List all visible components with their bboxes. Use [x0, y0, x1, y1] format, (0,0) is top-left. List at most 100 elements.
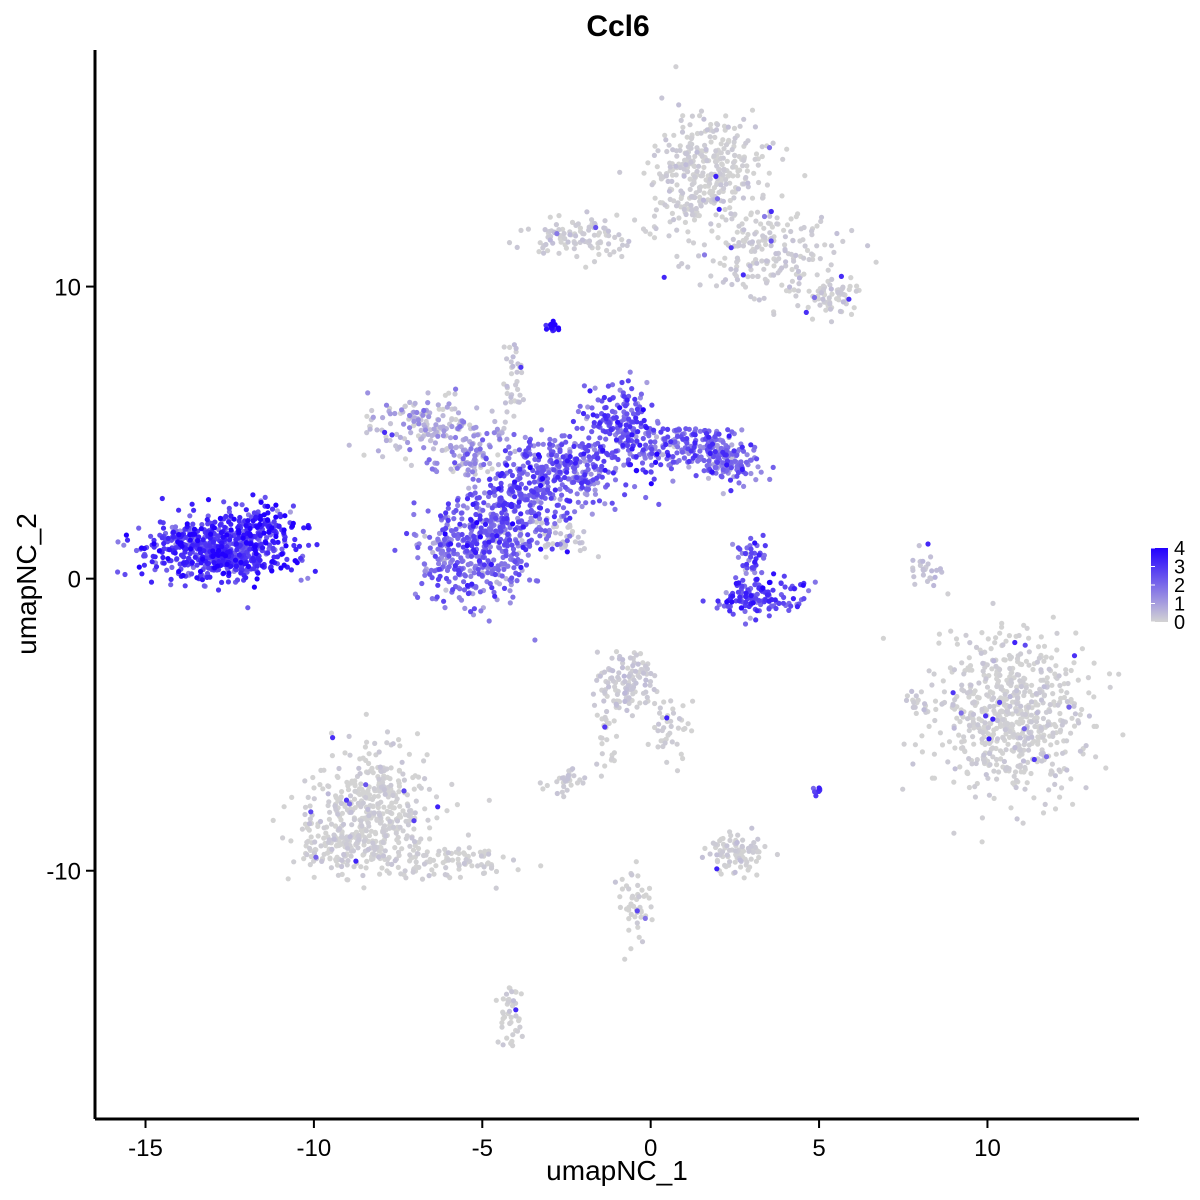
data-point	[1022, 689, 1028, 695]
data-point	[446, 401, 452, 407]
data-point	[772, 597, 778, 603]
data-point	[440, 527, 446, 533]
data-point	[579, 503, 585, 510]
data-point	[444, 808, 450, 814]
data-point	[626, 916, 632, 922]
data-point	[633, 454, 639, 460]
data-point	[462, 605, 468, 612]
data-point	[511, 565, 517, 571]
data-point	[516, 447, 523, 453]
data-point	[469, 441, 475, 447]
data-point	[327, 809, 333, 815]
data-point	[817, 256, 823, 262]
data-point	[298, 555, 304, 561]
data-point	[522, 434, 528, 440]
data-point	[673, 163, 679, 169]
data-point	[1042, 801, 1048, 808]
data-point	[911, 574, 917, 580]
data-point	[619, 434, 625, 440]
data-point	[945, 591, 951, 597]
data-point	[409, 835, 415, 841]
data-point	[472, 460, 478, 467]
data-point	[697, 428, 703, 434]
data-point	[1038, 697, 1045, 703]
data-point	[485, 532, 491, 538]
data-point	[919, 749, 926, 755]
data-point	[796, 281, 802, 287]
data-point	[492, 571, 498, 578]
data-point	[748, 470, 754, 477]
data-point	[731, 160, 737, 166]
data-point	[311, 785, 317, 791]
data-point	[449, 781, 455, 788]
data-point	[795, 288, 802, 294]
data-point	[1012, 769, 1019, 775]
data-point	[668, 718, 674, 724]
data-point	[1047, 708, 1053, 715]
data-point	[557, 496, 563, 502]
data-point	[585, 404, 591, 410]
data-point	[404, 530, 410, 537]
data-point	[673, 64, 679, 70]
data-point	[405, 439, 411, 446]
data-point	[640, 435, 646, 442]
data-point	[677, 164, 683, 171]
data-point	[555, 474, 561, 480]
data-point	[517, 532, 523, 538]
data-point	[1064, 690, 1070, 696]
data-point	[489, 532, 495, 539]
data-point	[788, 216, 794, 222]
data-point	[443, 575, 450, 582]
data-point	[563, 439, 569, 445]
data-point	[761, 266, 767, 272]
data-point	[787, 284, 793, 290]
data-point	[320, 786, 326, 792]
data-point	[393, 830, 399, 836]
data-point	[523, 485, 529, 491]
data-point	[735, 168, 741, 174]
data-point	[1001, 758, 1008, 765]
data-point	[561, 783, 567, 790]
data-point	[827, 282, 833, 288]
data-point	[394, 431, 400, 437]
data-point	[1071, 653, 1078, 659]
data-point	[649, 446, 655, 452]
data-point	[503, 548, 509, 554]
data-point	[399, 407, 405, 413]
data-point	[756, 854, 762, 861]
data-point	[591, 420, 597, 426]
data-point	[545, 533, 552, 539]
data-point	[487, 444, 493, 450]
data-point	[429, 596, 435, 602]
data-point	[689, 212, 696, 218]
data-point	[734, 452, 740, 458]
data-point	[633, 652, 640, 658]
data-point	[546, 470, 552, 476]
data-point	[1091, 660, 1097, 666]
data-point	[473, 584, 479, 590]
data-point	[983, 772, 989, 778]
data-point	[510, 1032, 516, 1038]
data-point	[421, 758, 427, 764]
data-point	[465, 590, 471, 597]
data-point	[710, 454, 717, 460]
data-point	[674, 253, 680, 259]
data-point	[390, 824, 397, 830]
data-point	[148, 579, 155, 585]
data-point	[375, 448, 381, 454]
data-point	[351, 796, 358, 802]
data-point	[345, 858, 351, 864]
data-point	[637, 674, 643, 680]
data-point	[527, 502, 533, 508]
data-point	[577, 403, 583, 409]
data-point	[497, 524, 503, 531]
data-point	[500, 996, 506, 1002]
data-point	[1017, 678, 1023, 684]
data-point	[735, 545, 742, 551]
data-point	[149, 559, 155, 565]
data-point	[746, 848, 752, 854]
data-point	[735, 469, 742, 476]
data-point	[382, 791, 388, 797]
data-point	[583, 264, 589, 270]
data-point	[715, 122, 721, 128]
